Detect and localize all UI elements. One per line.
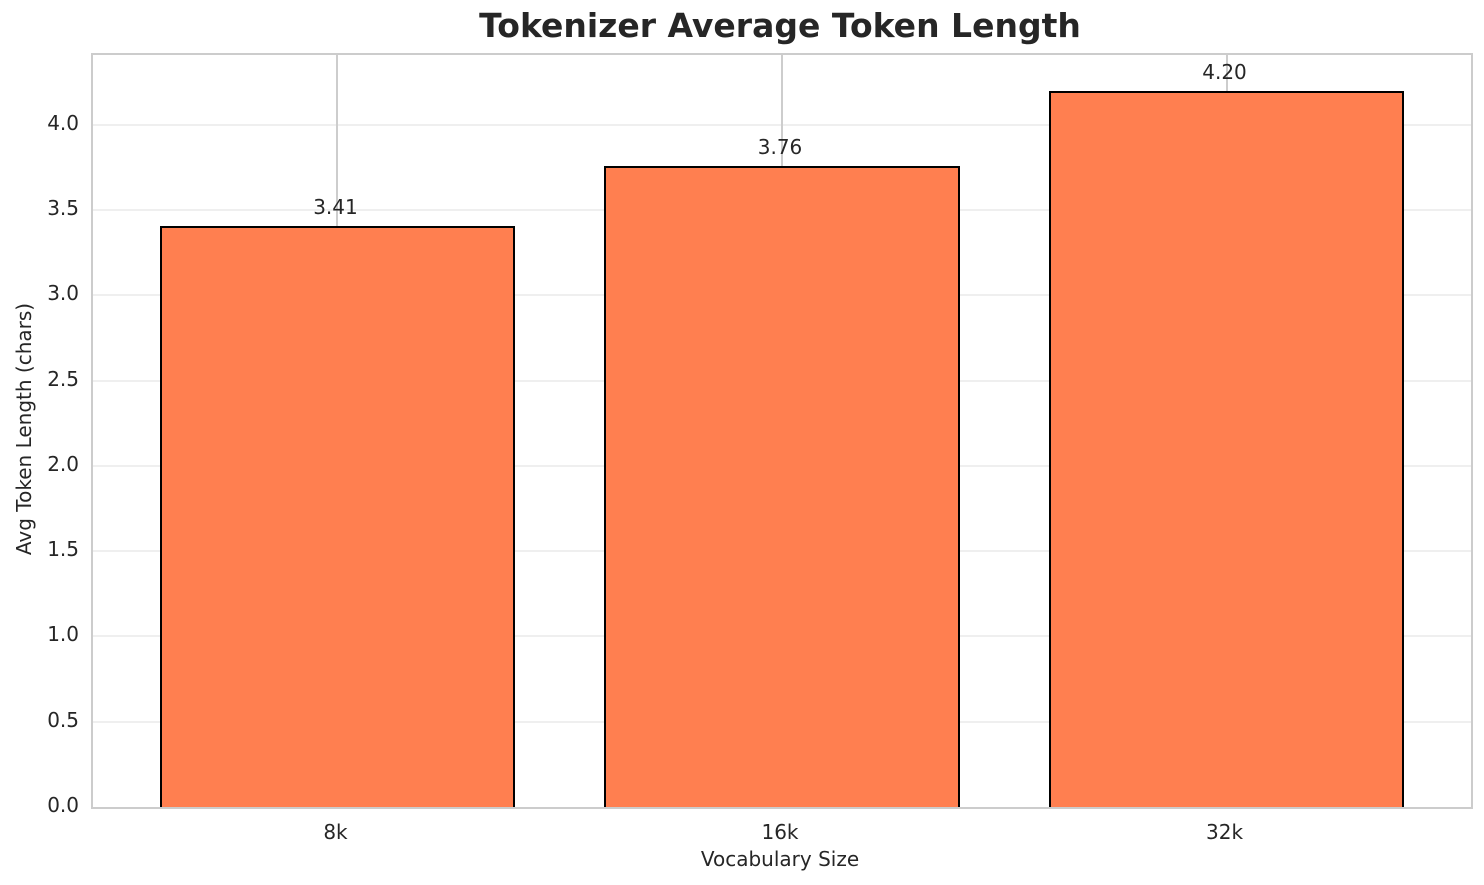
bar-32k bbox=[1048, 90, 1405, 807]
bar-8k bbox=[159, 225, 516, 807]
y-tick-label: 2.0 bbox=[47, 451, 79, 476]
y-tick-label: 4.0 bbox=[47, 110, 79, 135]
y-tick-label: 0.5 bbox=[47, 707, 79, 732]
y-tick-label: 3.0 bbox=[47, 281, 79, 306]
y-tick-label: 3.5 bbox=[47, 196, 79, 221]
x-axis-label: Vocabulary Size bbox=[700, 847, 860, 871]
x-tick-label: 8k bbox=[323, 820, 348, 844]
chart-title: Tokenizer Average Token Length bbox=[479, 6, 1081, 45]
bar-16k bbox=[604, 165, 960, 807]
plot-area bbox=[91, 53, 1473, 809]
x-tick-label: 32k bbox=[1206, 820, 1244, 844]
bar-value-label: 4.20 bbox=[1202, 59, 1247, 84]
y-tick-label: 0.0 bbox=[47, 793, 79, 817]
y-axis-label: Avg Token Length (chars) bbox=[12, 302, 36, 556]
bar-value-label: 3.76 bbox=[757, 134, 803, 159]
x-tick-label: 16k bbox=[761, 820, 799, 844]
y-tick-label: 2.5 bbox=[47, 366, 79, 391]
bar-value-label: 3.41 bbox=[313, 194, 358, 219]
y-tick-label: 1.5 bbox=[47, 537, 79, 562]
y-tick-label: 1.0 bbox=[47, 622, 79, 647]
